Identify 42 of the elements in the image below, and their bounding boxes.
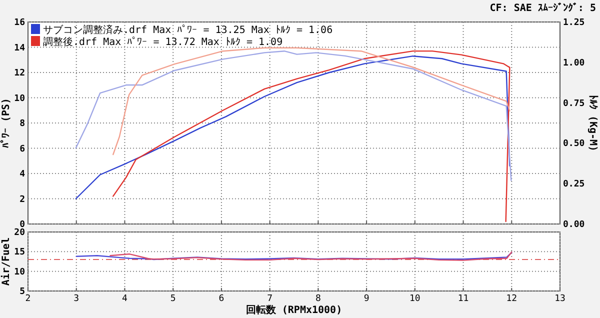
x-tick-label: 5 bbox=[170, 294, 176, 304]
x-tick-label: 7 bbox=[267, 294, 273, 304]
y-tick-label: 16 bbox=[14, 18, 25, 28]
line-series bbox=[112, 47, 510, 156]
y-tick-label: 5 bbox=[20, 287, 25, 297]
y-tick-label: 8 bbox=[20, 119, 25, 129]
x-tick-label: 13 bbox=[554, 294, 566, 304]
line-series bbox=[112, 50, 510, 222]
y-tick-label: 20 bbox=[14, 228, 25, 238]
y2-tick-label: 0.75 bbox=[563, 98, 585, 109]
line-series bbox=[75, 55, 510, 200]
legend-label: 調整後.drf Max ﾊﾟﾜｰ = 13.72 Max ﾄﾙｸ = 1.09 bbox=[43, 36, 283, 48]
y-tick-label: 12 bbox=[14, 68, 25, 78]
x-tick-label: 4 bbox=[122, 294, 128, 304]
y2-tick-label: 0.00 bbox=[563, 220, 585, 230]
x-tick-label: 6 bbox=[218, 294, 224, 304]
legend-label: サブコン調整済み.drf Max ﾊﾟﾜｰ = 13.25 Max ﾄﾙｸ = 1.06 bbox=[43, 24, 333, 36]
x-tick-label: 12 bbox=[506, 294, 518, 304]
y-tick-label: 0 bbox=[20, 220, 25, 230]
x-tick-label: 11 bbox=[458, 294, 469, 304]
line-series bbox=[110, 251, 512, 261]
y-tick-label: 10 bbox=[14, 267, 25, 278]
x-tick-label: 3 bbox=[74, 294, 80, 304]
y2-axis-title: ﾄﾙｸ (Kg-M) bbox=[587, 94, 599, 152]
y-tick-label: 4 bbox=[20, 170, 26, 180]
y-tick-label: 6 bbox=[20, 144, 25, 154]
line-series bbox=[75, 50, 512, 181]
y-tick-label: 10 bbox=[14, 94, 25, 104]
x-axis-title: 回転数 (RPMx1000) bbox=[246, 304, 342, 316]
y-axis-title: Air/Fuel bbox=[0, 237, 12, 286]
x-tick-label: 10 bbox=[409, 294, 420, 304]
y2-tick-label: 1.00 bbox=[563, 58, 585, 68]
y-tick-label: 14 bbox=[14, 43, 26, 54]
text: CF: SAE ｽﾑｰｼﾞﾝｸﾞ: 5 bbox=[490, 2, 596, 14]
y2-tick-label: 0.25 bbox=[563, 180, 585, 190]
y-axis-title: ﾊﾟﾜｰ (PS) bbox=[0, 98, 12, 148]
y2-tick-label: 1.25 bbox=[563, 18, 585, 28]
x-tick-label: 8 bbox=[315, 294, 321, 304]
y-tick-label: 2 bbox=[20, 194, 25, 205]
y-tick-label: 15 bbox=[14, 248, 25, 258]
y2-tick-label: 0.50 bbox=[563, 139, 585, 150]
x-tick-label: 9 bbox=[364, 294, 370, 304]
